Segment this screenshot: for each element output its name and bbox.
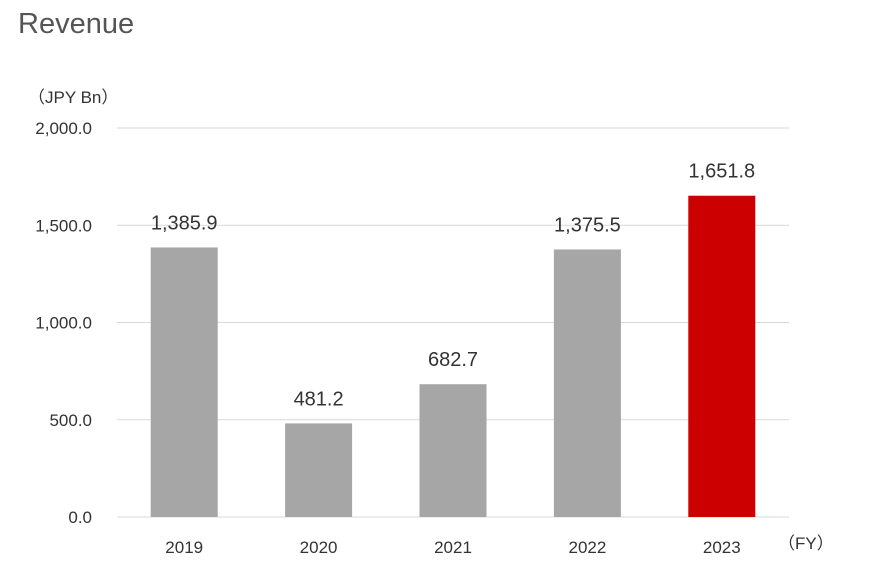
bar-2023 <box>688 195 756 517</box>
y-tick-label: 2,000.0 <box>35 119 92 138</box>
y-axis-ticks: 0.0 500.0 1,000.0 1,500.0 2,000.0 <box>35 119 92 527</box>
chart-title: Revenue <box>18 8 135 40</box>
x-tick-label-2023: 2023 <box>703 538 741 557</box>
bar-2021 <box>419 384 487 517</box>
x-axis-unit-label: （FY） <box>778 534 834 553</box>
data-label-2022: 1,375.5 <box>554 214 621 236</box>
x-tick-label-2022: 2022 <box>568 538 606 557</box>
y-tick-label: 500.0 <box>49 411 92 430</box>
y-tick-label: 1,000.0 <box>35 314 92 333</box>
data-labels: 1,385.9 481.2 682.7 1,375.5 1,651.8 <box>151 161 755 411</box>
bar-2022 <box>553 249 621 517</box>
x-tick-label-2020: 2020 <box>300 538 338 557</box>
x-axis-ticks: 2019 2020 2021 2022 2023 <box>165 538 740 557</box>
x-tick-label-2021: 2021 <box>434 538 472 557</box>
y-axis-unit-label: （JPY Bn） <box>28 88 118 107</box>
y-tick-label: 1,500.0 <box>35 216 92 235</box>
y-tick-label: 0.0 <box>68 508 92 527</box>
data-label-2023: 1,651.8 <box>688 161 755 183</box>
data-label-2019: 1,385.9 <box>151 212 218 234</box>
bar-2019 <box>150 247 218 517</box>
data-label-2021: 682.7 <box>428 349 478 371</box>
x-tick-label-2019: 2019 <box>165 538 203 557</box>
data-label-2020: 481.2 <box>294 388 344 410</box>
bar-2020 <box>285 423 353 517</box>
bars <box>150 195 756 517</box>
